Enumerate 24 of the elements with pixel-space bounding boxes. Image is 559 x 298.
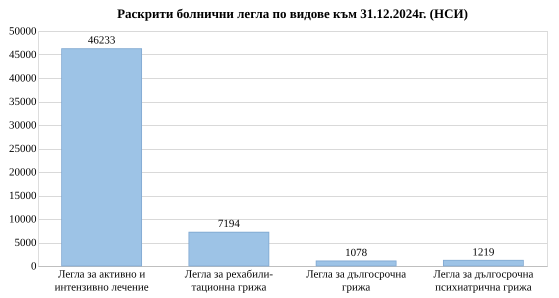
y-tick-label: 10000 [9, 214, 37, 226]
bar [316, 260, 397, 266]
bar [61, 48, 142, 266]
bar [188, 232, 270, 266]
y-tick-label: 40000 [9, 72, 37, 84]
x-tick-label: Легла за дългосрочна психиатрична грижа [433, 268, 534, 294]
y-tick-label: 30000 [9, 120, 37, 132]
y-tick-label: 20000 [9, 166, 37, 178]
y-tick-label: 35000 [9, 96, 37, 108]
y-tick-label: 0 [31, 260, 37, 272]
y-tick-label: 25000 [9, 143, 37, 155]
y-tick-label: 5000 [14, 237, 37, 249]
y-tick-label: 45000 [9, 49, 37, 61]
data-label: 46233 [88, 34, 116, 47]
data-label: 1078 [345, 246, 368, 259]
bar [442, 260, 524, 266]
chart-title: Раскрити болнични легла по видове към 31.12.2024г. (НСИ) [117, 6, 468, 21]
data-label: 7194 [218, 218, 240, 230]
x-tick-label: Легла за рехабили- тационна грижа [184, 268, 274, 294]
x-tick-label: Легла за дългосрочна грижа [306, 268, 406, 294]
x-tick-label: Легла за активно и интензивно лечение [54, 268, 149, 294]
y-tick-label: 50000 [9, 26, 37, 38]
y-tick-label: 15000 [9, 190, 37, 202]
data-label: 1219 [472, 246, 495, 258]
